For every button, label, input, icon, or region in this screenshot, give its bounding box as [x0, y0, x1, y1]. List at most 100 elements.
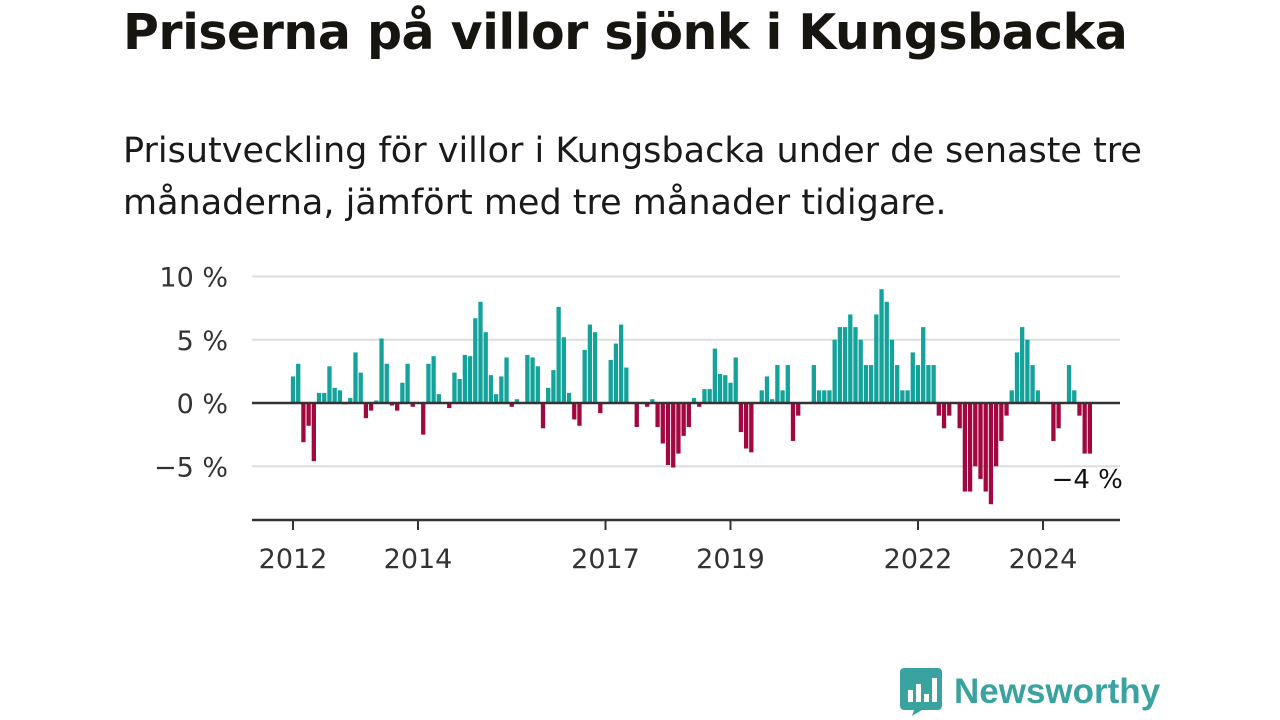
bar [941, 403, 947, 429]
bars [290, 289, 1093, 505]
bar [686, 403, 691, 428]
bar [478, 301, 483, 403]
bar [337, 390, 343, 403]
bar [348, 397, 353, 403]
bar [910, 352, 915, 403]
bar [879, 289, 884, 403]
bar [384, 363, 389, 403]
bar [374, 400, 379, 403]
bar [775, 365, 780, 403]
bar [691, 397, 697, 403]
bar [525, 354, 530, 403]
bar [499, 376, 504, 404]
bar [1066, 365, 1072, 403]
bar [811, 365, 816, 403]
bar [504, 357, 509, 403]
axes [252, 401, 1120, 530]
bar [947, 403, 952, 416]
bar [790, 403, 796, 441]
bar [395, 403, 400, 411]
bar [316, 392, 322, 403]
bar [733, 357, 738, 403]
bar [723, 375, 728, 403]
bar [660, 403, 665, 444]
x-tick-label: 2022 [884, 544, 953, 575]
bar [749, 403, 754, 453]
bar [895, 365, 900, 403]
y-tick-label: 0 % [177, 389, 228, 420]
bar [827, 390, 832, 403]
bar [743, 403, 749, 449]
bar [665, 403, 671, 465]
bar [452, 372, 457, 403]
bar [561, 337, 566, 403]
chart-subtitle: Prisutveckling för villor i Kungsbacka u… [123, 131, 1142, 223]
bar [816, 390, 822, 403]
bar [650, 399, 655, 403]
bar [1030, 365, 1035, 403]
bar [462, 354, 468, 403]
newsworthy-logo: Newsworthy [900, 668, 1160, 716]
bar [671, 403, 676, 468]
bar [447, 403, 452, 409]
bar [379, 338, 384, 404]
bar [509, 403, 514, 407]
bar [535, 366, 540, 403]
bar [1009, 390, 1014, 403]
bar [1082, 403, 1087, 454]
bar [1072, 390, 1077, 403]
bar [832, 339, 837, 403]
bar [1035, 390, 1040, 403]
bar [993, 403, 999, 467]
bar [1004, 403, 1009, 416]
y-tick-label: −5 % [154, 452, 228, 483]
x-tick-label: 2024 [1009, 544, 1078, 575]
bar [1014, 352, 1020, 403]
bar [1051, 403, 1056, 441]
bar [431, 356, 436, 403]
bar [770, 399, 775, 403]
bar [931, 365, 936, 403]
bar [884, 301, 889, 403]
bar [837, 327, 843, 403]
bar [368, 403, 374, 411]
bar [467, 356, 473, 403]
bar [400, 382, 405, 403]
bar [483, 332, 488, 403]
bar [759, 390, 764, 403]
bar [853, 327, 858, 403]
bar-chart-speech-bubble-icon [900, 668, 942, 716]
bar [957, 403, 962, 429]
bar [582, 349, 587, 403]
bar [858, 339, 863, 403]
bar [514, 399, 520, 403]
bar [681, 403, 686, 436]
bar [436, 394, 441, 403]
y-tick-label: 10 % [159, 263, 228, 294]
bar [702, 389, 707, 403]
bar [697, 403, 702, 407]
bar [707, 389, 712, 403]
x-tick-label: 2019 [696, 544, 765, 575]
chart-title: Priserna på villor sjönk i Kungsbacka [123, 4, 1128, 61]
bar [290, 376, 296, 404]
bar [353, 352, 358, 403]
bar [889, 339, 895, 403]
bar [967, 403, 973, 492]
tick-labels: 10 % 5 % 0 % −5 % 2012 2014 2017 2019 2022 2024 −4… [154, 263, 1123, 576]
bar [410, 403, 415, 407]
bar [618, 324, 624, 403]
bar [1020, 327, 1025, 403]
bar [978, 403, 983, 479]
bar [572, 403, 577, 420]
bar [1056, 403, 1061, 429]
bar [566, 392, 572, 403]
bar [921, 327, 926, 403]
bar [900, 390, 905, 403]
bar [405, 363, 410, 403]
bar [613, 343, 619, 404]
bar [363, 403, 369, 419]
bar [655, 403, 660, 428]
bar [311, 403, 316, 462]
bar [999, 403, 1004, 441]
